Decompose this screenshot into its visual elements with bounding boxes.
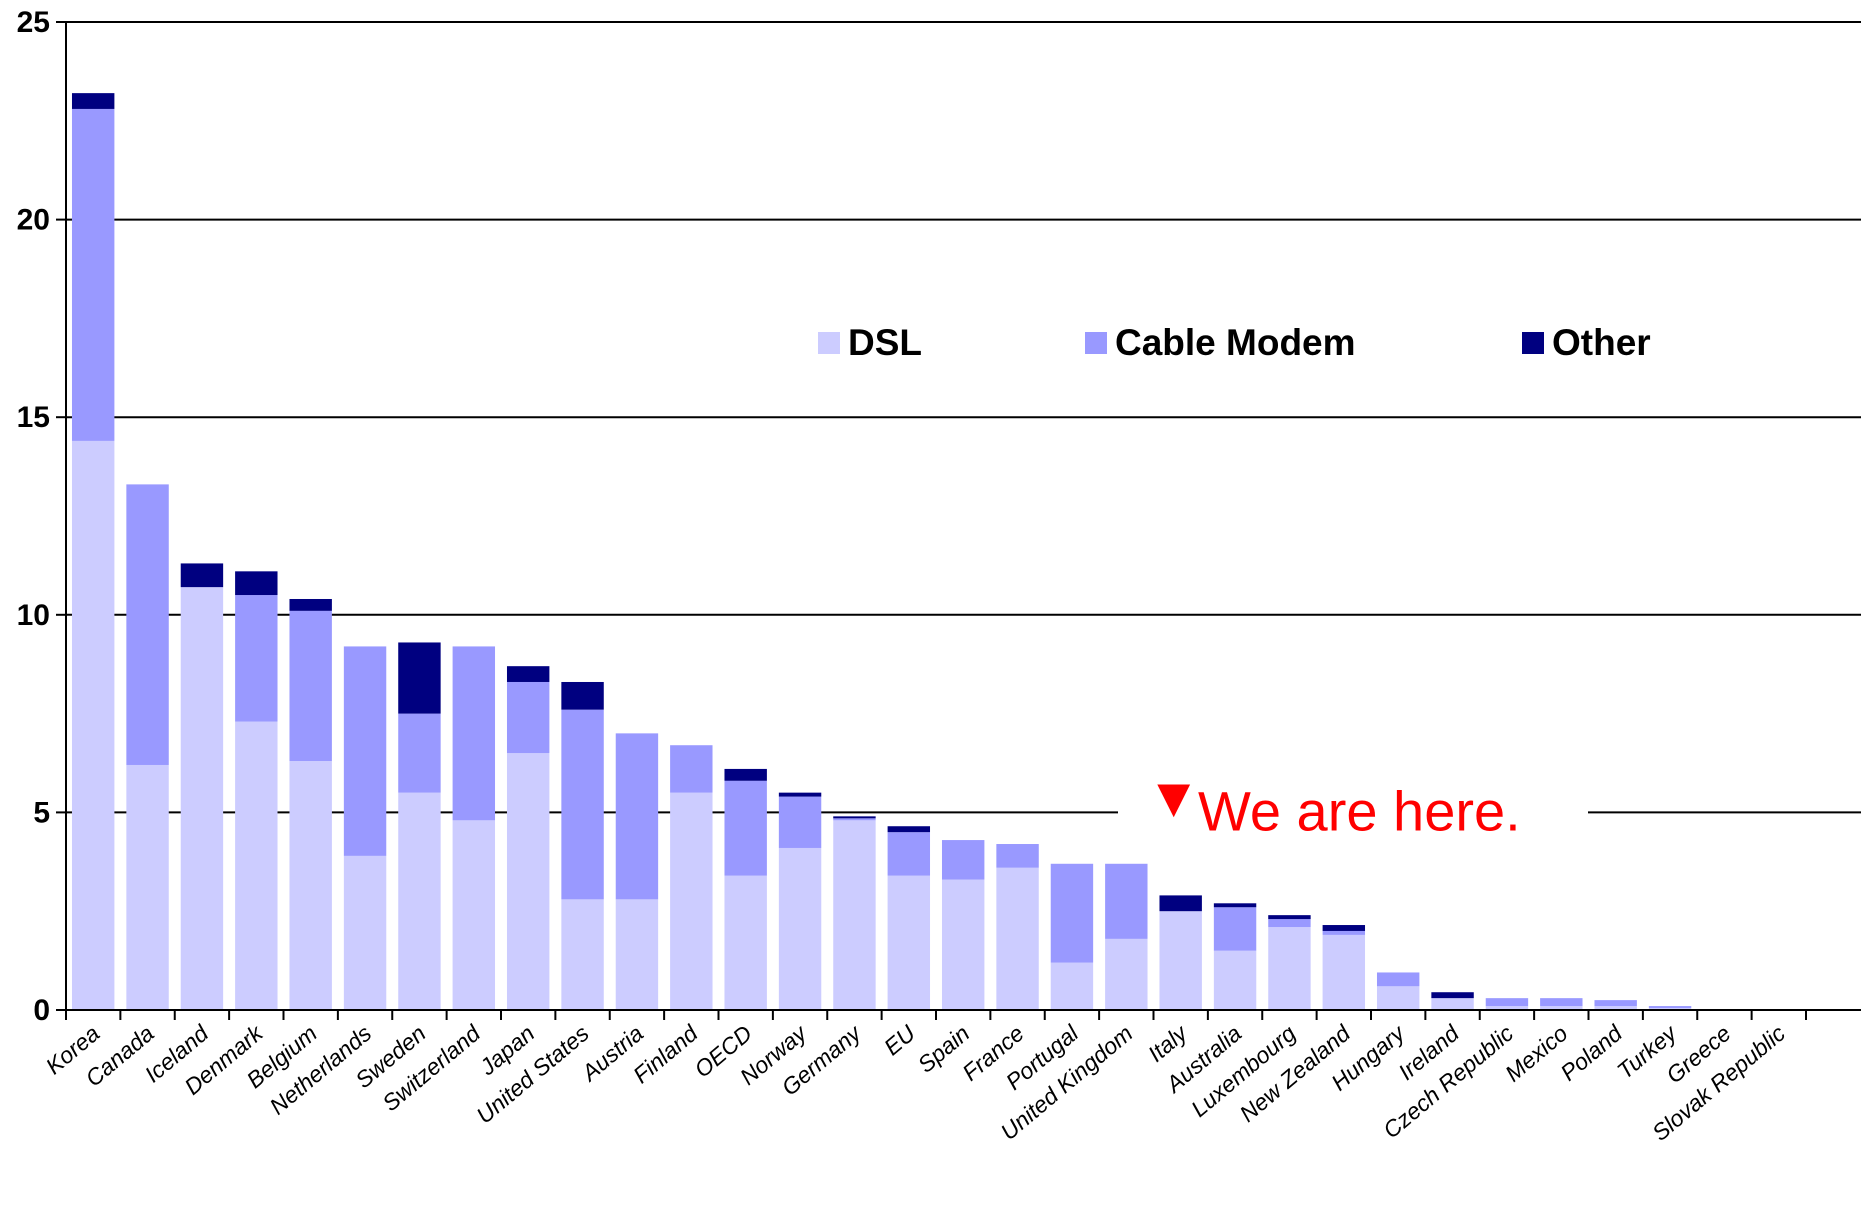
bar-cable-modem [507,682,549,753]
bar-dsl [888,876,930,1010]
y-tick-label: 25 [17,6,50,39]
bar-dsl [344,856,386,1010]
bar-dsl [181,587,223,1010]
bar-other [1268,915,1310,919]
legend-label: Other [1552,322,1651,363]
bar-other [888,826,930,832]
bar-other [181,563,223,587]
x-category-label: EU [879,1020,920,1061]
bar-cable-modem [670,745,712,792]
bar-dsl [1105,939,1147,1010]
y-tick-label: 15 [17,401,50,434]
bar-other [398,642,440,713]
x-category-label: Poland [1555,1019,1627,1086]
bar-cable-modem [453,646,495,820]
bar-cable-modem [1214,907,1256,950]
bar-dsl [1377,986,1419,1010]
bar-cable-modem [1540,998,1582,1006]
bar-dsl [1431,998,1473,1010]
bar-dsl [289,761,331,1010]
bar-cable-modem [942,840,984,880]
bar-other [779,793,821,797]
bar-cable-modem [888,832,930,875]
bar-dsl [235,722,277,1010]
legend-swatch [1085,332,1107,354]
bar-dsl [616,899,658,1010]
bar-dsl [126,765,168,1010]
annotation-marker: ▼ [1146,765,1201,828]
bar-dsl [453,820,495,1010]
bar-cable-modem [1105,864,1147,939]
bar-dsl [724,876,766,1010]
bar-other [1431,992,1473,998]
x-category-labels: KoreaCanadaIcelandDenmarkBelgiumNetherla… [41,1019,1791,1146]
bar-cable-modem [724,781,766,876]
bar-cable-modem [1377,972,1419,986]
bar-other [833,816,875,818]
annotation-text: We are here. [1198,779,1521,842]
bar-other [1159,895,1201,911]
y-tick-label: 10 [17,599,50,632]
bar-dsl [670,793,712,1010]
x-category-label: Mexico [1500,1020,1573,1087]
legend: DSL Cable Modem Other [818,322,1651,363]
gridlines [66,22,1861,812]
bar-other [289,599,331,611]
bar-dsl [996,868,1038,1010]
bar-cable-modem [126,484,168,765]
bar-cable-modem [1051,864,1093,963]
y-tick-labels: 0 5 10 15 20 25 [17,6,50,1027]
bar-cable-modem [996,844,1038,868]
bar-cable-modem [1486,998,1528,1006]
bar-other [1323,925,1365,931]
bar-stacks [72,93,1691,1010]
bar-dsl [833,820,875,1010]
bar-cable-modem [344,646,386,855]
legend-label: DSL [848,322,922,363]
bar-other [1214,903,1256,907]
y-tick-label: 5 [33,796,50,829]
bar-dsl [942,880,984,1010]
bar-dsl [779,848,821,1010]
bar-dsl [1268,927,1310,1010]
bar-dsl [398,793,440,1010]
bar-cable-modem [616,733,658,899]
bar-other [724,769,766,781]
bar-cable-modem [235,595,277,721]
bar-dsl [1214,951,1256,1010]
bar-cable-modem [561,710,603,900]
bar-cable-modem [1649,1006,1691,1008]
bar-cable-modem [1268,919,1310,927]
bar-dsl [72,441,114,1010]
bar-dsl [1323,935,1365,1010]
bar-cable-modem [833,818,875,820]
bar-dsl [1159,911,1201,1010]
bar-cable-modem [1323,931,1365,935]
bar-cable-modem [289,611,331,761]
legend-label: Cable Modem [1115,322,1356,363]
legend-swatch [818,332,840,354]
bar-other [235,571,277,595]
y-tick-label: 0 [33,994,50,1027]
legend-swatch [1522,332,1544,354]
bar-dsl [1051,963,1093,1010]
bar-cable-modem [1594,1000,1636,1006]
bar-cable-modem [72,109,114,441]
bar-cable-modem [398,714,440,793]
bar-other [72,93,114,109]
annotation: ▼We are here. [1118,765,1588,846]
y-tick-label: 20 [17,204,50,237]
bar-cable-modem [779,797,821,848]
bar-other [561,682,603,710]
bar-dsl [561,899,603,1010]
bar-other [507,666,549,682]
bar-dsl [507,753,549,1010]
